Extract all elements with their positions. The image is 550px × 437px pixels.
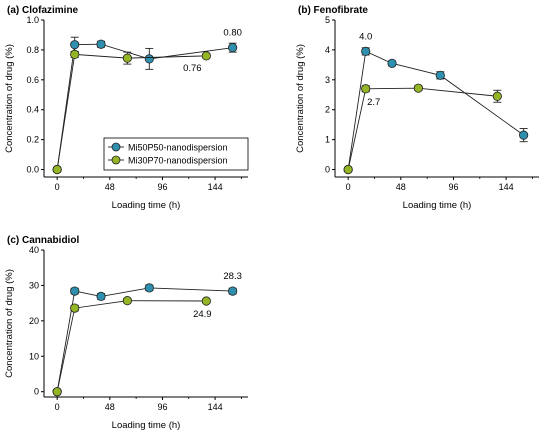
y-tick-label: 0.6 xyxy=(26,75,39,85)
y-tick-label: 0.8 xyxy=(26,45,39,55)
series-line xyxy=(347,87,498,170)
series-line xyxy=(56,300,207,392)
data-point xyxy=(435,70,445,80)
series-line xyxy=(56,53,207,170)
legend-marker xyxy=(111,155,121,165)
panel-title: (a) Clofazimine xyxy=(7,5,79,16)
data-label: 24.9 xyxy=(193,309,212,320)
y-tick-label: 2 xyxy=(325,105,330,115)
x-tick-label: 96 xyxy=(157,402,167,412)
series-line xyxy=(347,50,524,170)
y-tick-label: 10 xyxy=(29,351,39,361)
y-axis-label: Concentration of drug (%) xyxy=(4,44,15,153)
x-tick-label: 144 xyxy=(208,182,223,192)
data-point xyxy=(122,296,132,306)
data-point xyxy=(387,58,397,68)
x-tick-label: 96 xyxy=(157,182,167,192)
chart-panel-fenofibrate: (b) Fenofibrate 0 1 2 3 4 5 0 48 96 144 Loading tim… xyxy=(295,5,539,211)
y-tick-label: 0.2 xyxy=(26,135,39,145)
legend-label: Mi50P50-nanodispersion xyxy=(128,143,228,153)
legend-marker xyxy=(111,142,121,152)
data-point xyxy=(122,53,132,63)
y-tick-label: 30 xyxy=(29,280,39,290)
data-point xyxy=(361,84,371,94)
data-label: 0.80 xyxy=(223,28,242,39)
x-tick-label: 144 xyxy=(208,402,223,412)
data-point xyxy=(228,286,238,296)
y-tick-label: 0 xyxy=(34,387,39,397)
data-point xyxy=(70,40,80,50)
x-tick-label: 96 xyxy=(448,182,458,192)
data-point xyxy=(343,164,353,175)
x-axis-label: Loading time (h) xyxy=(112,420,181,431)
data-point xyxy=(52,164,62,175)
y-tick-label: 0 xyxy=(325,165,330,175)
y-axis-label: Concentration of drug (%) xyxy=(295,44,306,153)
data-point xyxy=(519,130,529,140)
data-label: 0.76 xyxy=(183,63,202,74)
data-point xyxy=(201,296,211,306)
x-tick-label: 48 xyxy=(396,182,406,192)
y-tick-label: 4 xyxy=(325,45,330,55)
data-label: 28.3 xyxy=(223,271,242,282)
data-point xyxy=(361,46,371,57)
panel-title: (c) Cannabidiol xyxy=(7,235,79,246)
panel-title: (b) Fenofibrate xyxy=(298,5,368,16)
y-tick-label: 20 xyxy=(29,316,39,326)
chart-panel-cannabidiol: (c) Cannabidiol 0 10 20 30 40 0 48 96 144 Loading … xyxy=(4,235,248,431)
y-tick-label: 5 xyxy=(325,15,330,25)
y-tick-label: 0.4 xyxy=(26,105,39,115)
legend: Mi50P50-nanodispersion Mi30P70-nanodisper… xyxy=(103,137,249,171)
x-tick-label: 48 xyxy=(105,182,115,192)
data-point xyxy=(228,43,238,53)
legend-box xyxy=(103,137,249,171)
x-tick-label: 0 xyxy=(55,402,60,412)
chart-panel-clofazimine: (a) Clofazimine 0.0 0.2 0.4 0.6 0.8 1.0 0 48 96 14… xyxy=(4,5,249,211)
data-point xyxy=(96,39,106,49)
y-tick-label: 40 xyxy=(29,245,39,255)
y-axis-label: Concentration of drug (%) xyxy=(4,269,15,378)
x-tick-label: 0 xyxy=(55,182,60,192)
x-tick-label: 0 xyxy=(346,182,351,192)
data-point xyxy=(52,387,62,397)
data-label: 2.7 xyxy=(367,97,380,108)
data-point xyxy=(201,51,211,61)
x-tick-label: 48 xyxy=(105,402,115,412)
y-tick-label: 1 xyxy=(325,135,330,145)
y-tick-label: 3 xyxy=(325,75,330,85)
x-tick-label: 144 xyxy=(499,182,514,192)
data-point xyxy=(413,83,423,93)
y-tick-label: 1.0 xyxy=(26,15,39,25)
y-tick-label: 0.0 xyxy=(26,165,39,175)
x-axis-label: Loading time (h) xyxy=(403,200,472,211)
data-point xyxy=(70,286,80,296)
data-point xyxy=(144,54,154,64)
data-point xyxy=(70,49,80,59)
legend-label: Mi30P70-nanodispersion xyxy=(128,156,228,166)
data-point xyxy=(144,283,154,293)
data-label: 4.0 xyxy=(359,31,372,42)
x-axis-label: Loading time (h) xyxy=(112,200,181,211)
data-point xyxy=(492,91,502,101)
data-point xyxy=(96,291,106,302)
data-point xyxy=(70,303,80,313)
